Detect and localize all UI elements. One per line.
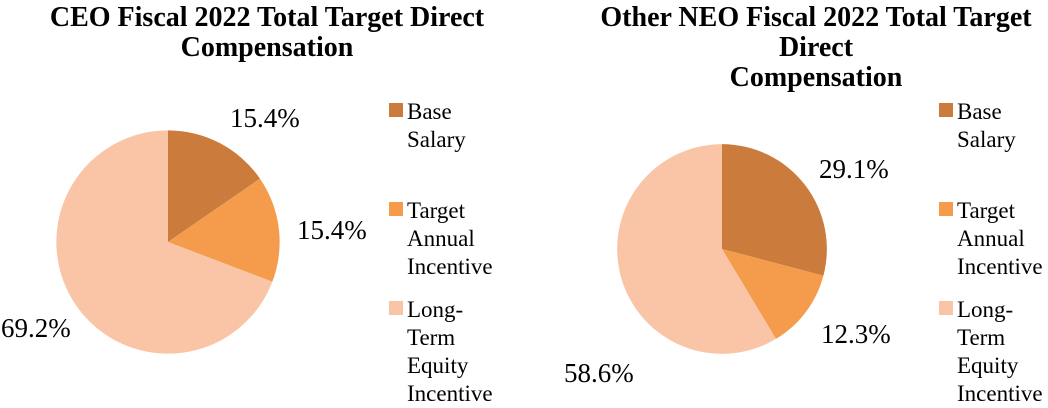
pie-slice-base-salary — [168, 130, 260, 242]
pie-slice-long-term-equity-incentive — [617, 144, 776, 354]
ceo-compensation-chart: CEO Fiscal 2022 Total Target Direct Comp… — [1, 2, 521, 408]
slice-label-long-term-equity-incentive: 58.6% — [564, 358, 634, 388]
slice-label-target-annual-incentive: 12.3% — [821, 319, 891, 349]
legend-swatch-long-term-equity-incentive-icon — [389, 301, 403, 315]
other-neo-pie-chart — [617, 144, 827, 354]
legend: Base Salary Target Annual Incentive Long… — [939, 98, 1048, 408]
other-neo-compensation-chart: Other NEO Fiscal 2022 Total Target Direc… — [524, 0, 1048, 408]
pie-slice-base-salary — [722, 144, 827, 276]
legend-item-long-term-equity-incentive: Long- Term Equity Incentive — [389, 296, 521, 408]
legend-label-base-salary: Base Salary — [957, 99, 1016, 152]
ceo-pie-chart — [56, 130, 280, 354]
chart-title-ceo: CEO Fiscal 2022 Total Target Direct Comp… — [49, 2, 485, 63]
pie-slice-target-annual-incentive — [722, 249, 824, 339]
legend-swatch-base-salary-icon — [389, 103, 403, 117]
legend: Base Salary Target Annual Incentive Long… — [389, 98, 521, 408]
legend-label-target-annual-incentive: Target Annual Incentive — [957, 198, 1043, 279]
legend-item-target-annual-incentive: Target Annual Incentive — [939, 197, 1048, 281]
slice-label-base-salary: 29.1% — [819, 154, 889, 184]
legend-label-base-salary: Base Salary — [407, 99, 466, 152]
pie-slice-long-term-equity-incentive — [56, 130, 273, 354]
slice-label-target-annual-incentive: 15.4% — [297, 215, 367, 245]
pie-slice-target-annual-incentive — [168, 178, 280, 282]
chart-title-other-neo: Other NEO Fiscal 2022 Total Target Direc… — [600, 2, 1032, 93]
legend-item-long-term-equity-incentive: Long- Term Equity Incentive — [939, 296, 1048, 408]
legend-swatch-target-annual-incentive-icon — [939, 202, 953, 216]
legend-item-target-annual-incentive: Target Annual Incentive — [389, 197, 521, 281]
slice-label-long-term-equity-incentive: 69.2% — [1, 313, 71, 343]
legend-swatch-base-salary-icon — [939, 103, 953, 117]
slice-label-base-salary: 15.4% — [230, 103, 300, 133]
legend-swatch-long-term-equity-incentive-icon — [939, 301, 953, 315]
legend-swatch-target-annual-incentive-icon — [389, 202, 403, 216]
legend-label-long-term-equity-incentive: Long- Term Equity Incentive — [957, 297, 1043, 406]
legend-item-base-salary: Base Salary — [939, 98, 1048, 154]
legend-item-base-salary: Base Salary — [389, 98, 521, 154]
legend-label-long-term-equity-incentive: Long- Term Equity Incentive — [407, 297, 493, 406]
legend-label-target-annual-incentive: Target Annual Incentive — [407, 198, 493, 279]
